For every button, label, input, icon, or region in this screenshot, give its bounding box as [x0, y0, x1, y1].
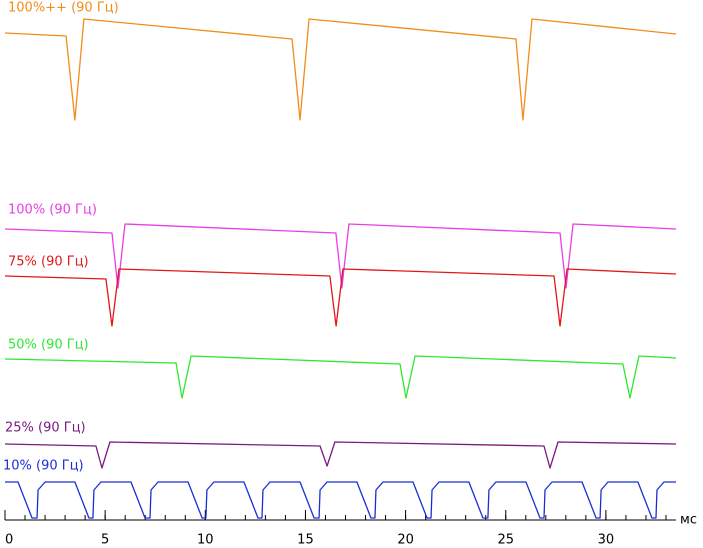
x-axis-label: мс — [680, 513, 697, 528]
trace — [4, 268, 677, 327]
trace-label: 25% (90 Гц) — [5, 421, 86, 436]
x-tick-label: 30 — [598, 533, 615, 548]
x-tick-label: 25 — [497, 533, 514, 548]
trace — [4, 441, 677, 469]
trace — [4, 223, 677, 289]
trace — [4, 18, 677, 121]
x-tick-label: 20 — [397, 533, 414, 548]
trace-label: 75% (90 Гц) — [8, 255, 89, 270]
trace — [4, 355, 677, 399]
x-tick-label: 0 — [5, 533, 13, 548]
trace — [5, 481, 676, 519]
trace-label: 100%++ (90 Гц) — [8, 1, 119, 16]
x-tick-label: 5 — [101, 533, 109, 548]
x-tick-label: 10 — [197, 533, 214, 548]
x-tick-label: 15 — [297, 533, 314, 548]
trace-label: 10% (90 Гц) — [3, 459, 84, 474]
trace-label: 100% (90 Гц) — [8, 203, 97, 218]
trace-label: 50% (90 Гц) — [8, 338, 89, 353]
